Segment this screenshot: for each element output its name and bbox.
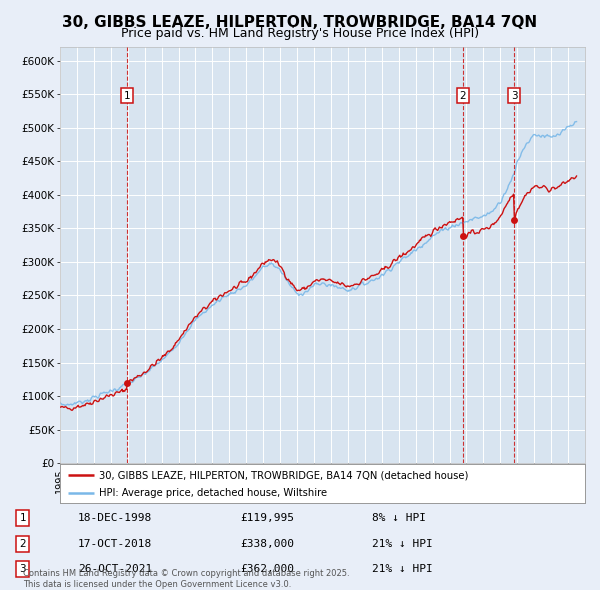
Text: 21% ↓ HPI: 21% ↓ HPI [372, 539, 433, 549]
Text: 3: 3 [19, 564, 26, 574]
Text: HPI: Average price, detached house, Wiltshire: HPI: Average price, detached house, Wilt… [100, 488, 328, 498]
Text: 30, GIBBS LEAZE, HILPERTON, TROWBRIDGE, BA14 7QN: 30, GIBBS LEAZE, HILPERTON, TROWBRIDGE, … [62, 15, 538, 30]
Text: Price paid vs. HM Land Registry's House Price Index (HPI): Price paid vs. HM Land Registry's House … [121, 27, 479, 40]
Text: 1: 1 [124, 90, 130, 100]
Text: 17-OCT-2018: 17-OCT-2018 [78, 539, 152, 549]
Text: £362,000: £362,000 [240, 564, 294, 574]
Text: 1: 1 [19, 513, 26, 523]
Text: Contains HM Land Registry data © Crown copyright and database right 2025.
This d: Contains HM Land Registry data © Crown c… [23, 569, 349, 589]
Text: £119,995: £119,995 [240, 513, 294, 523]
Text: 2: 2 [19, 539, 26, 549]
Text: 18-DEC-1998: 18-DEC-1998 [78, 513, 152, 523]
Text: 8% ↓ HPI: 8% ↓ HPI [372, 513, 426, 523]
Text: £338,000: £338,000 [240, 539, 294, 549]
Text: 26-OCT-2021: 26-OCT-2021 [78, 564, 152, 574]
Text: 2: 2 [460, 90, 466, 100]
Text: 30, GIBBS LEAZE, HILPERTON, TROWBRIDGE, BA14 7QN (detached house): 30, GIBBS LEAZE, HILPERTON, TROWBRIDGE, … [100, 470, 469, 480]
Text: 3: 3 [511, 90, 518, 100]
Text: 21% ↓ HPI: 21% ↓ HPI [372, 564, 433, 574]
